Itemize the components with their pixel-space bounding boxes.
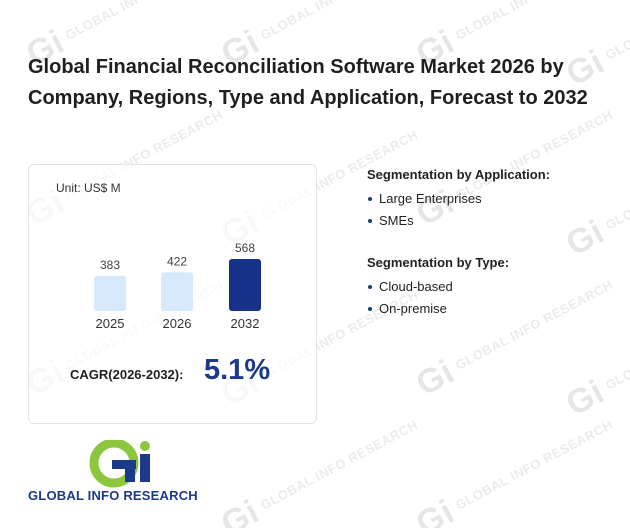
type-item: On-premise — [367, 301, 607, 316]
segmentation-type: Segmentation by Type: Cloud-based On-pre… — [367, 255, 607, 323]
bar-value-label: 422 — [167, 254, 187, 268]
page-title: Global Financial Reconciliation Software… — [28, 56, 588, 109]
company-logo: GLOBAL INFO RESEARCH — [28, 440, 218, 510]
market-size-chart: 383 2025 422 2026 568 2032 — [94, 241, 261, 331]
logo-text: GLOBAL INFO RESEARCH — [28, 488, 198, 503]
bar-2032 — [229, 259, 261, 311]
category-label: 2032 — [231, 316, 260, 331]
watermark: GiGLOBAL INFO RESEARCH — [410, 416, 616, 528]
watermark: GiGLOBAL INFO RESEARCH — [215, 416, 421, 528]
segmentation-application-title: Segmentation by Application: — [367, 167, 550, 182]
application-item: Large Enterprises — [367, 191, 607, 206]
bar-value-label: 383 — [100, 258, 120, 272]
category-label: 2026 — [163, 316, 192, 331]
cagr-label: CAGR(2026-2032): — [70, 367, 184, 382]
category-label: 2025 — [96, 316, 125, 331]
segmentation-type-title: Segmentation by Type: — [367, 255, 510, 270]
type-item: Cloud-based — [367, 279, 607, 294]
unit-label: Unit: US$ M — [56, 181, 121, 195]
application-item: SMEs — [367, 213, 607, 228]
bar-2026 — [161, 272, 193, 311]
market-size-card: Unit: US$ M 383 2025 422 2026 568 2032 CAGR(2… — [28, 164, 317, 424]
logo-mark-icon — [89, 440, 150, 488]
bar-value-label: 568 — [235, 241, 255, 255]
bar-2025 — [94, 275, 126, 311]
cagr-value: 5.1% — [204, 354, 271, 386]
segmentation-application: Segmentation by Application: Large Enter… — [367, 167, 607, 235]
